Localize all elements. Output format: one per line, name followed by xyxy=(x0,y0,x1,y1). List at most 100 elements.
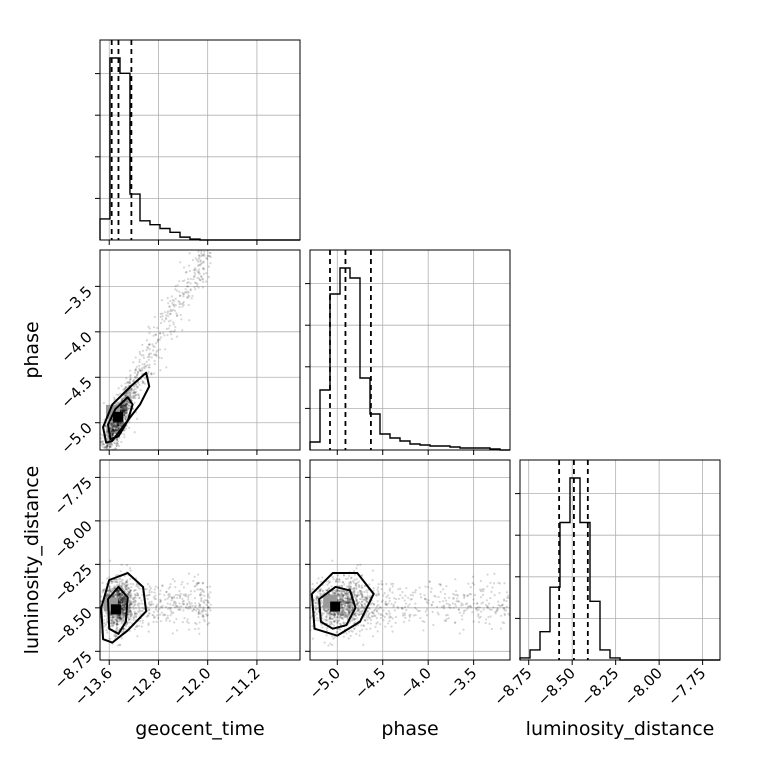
sample-point xyxy=(124,415,127,418)
sample-point xyxy=(353,618,356,621)
sample-point xyxy=(158,356,161,359)
sample-point xyxy=(366,609,369,612)
sample-point xyxy=(117,592,120,595)
sample-point xyxy=(320,600,323,603)
sample-point xyxy=(129,393,132,397)
sample-point xyxy=(139,613,142,616)
sample-point xyxy=(357,601,360,604)
sample-point xyxy=(109,590,112,594)
sample-point xyxy=(112,615,115,619)
sample-point xyxy=(153,591,156,594)
sample-point xyxy=(375,594,378,597)
sample-point xyxy=(128,594,132,598)
sample-point xyxy=(127,592,130,595)
sample-point xyxy=(115,438,119,441)
sample-point xyxy=(332,620,335,623)
sample-point xyxy=(448,604,452,607)
sample-point xyxy=(415,608,418,611)
sample-point xyxy=(112,594,115,597)
sample-point xyxy=(325,634,328,637)
sample-point xyxy=(422,629,425,632)
sample-point xyxy=(201,582,204,585)
sample-point xyxy=(109,422,112,425)
sample-point xyxy=(119,618,122,621)
sample-point xyxy=(349,603,352,606)
sample-point xyxy=(122,404,125,408)
sample-point xyxy=(353,617,356,620)
sample-point xyxy=(336,580,339,583)
sample-point xyxy=(418,609,421,612)
y-tick-label: −8.25 xyxy=(51,560,96,605)
sample-point xyxy=(112,441,116,444)
sample-point xyxy=(129,600,132,603)
sample-point xyxy=(121,406,124,410)
sample-point xyxy=(523,620,525,622)
sample-point xyxy=(128,382,132,385)
sample-point xyxy=(463,594,466,597)
sample-point xyxy=(122,603,125,607)
sample-point xyxy=(341,595,344,598)
sample-point xyxy=(337,595,340,598)
sample-point xyxy=(197,271,200,274)
sample-point xyxy=(199,230,201,232)
sample-point xyxy=(506,596,509,599)
sample-point xyxy=(453,603,457,606)
sample-point xyxy=(207,246,209,248)
sample-point xyxy=(364,596,367,599)
sample-point xyxy=(123,596,126,599)
sample-point xyxy=(375,605,378,608)
sample-point xyxy=(110,616,114,619)
sample-point xyxy=(110,430,113,433)
sample-point xyxy=(113,622,116,625)
sample-point xyxy=(358,589,361,592)
sample-point xyxy=(120,585,123,588)
sample-point xyxy=(122,628,125,631)
sample-point xyxy=(119,410,122,413)
sample-point xyxy=(121,584,124,587)
sample-point xyxy=(332,624,336,627)
sample-point xyxy=(121,408,124,411)
sample-point xyxy=(166,310,170,313)
sample-point xyxy=(117,425,120,428)
sample-point xyxy=(116,592,119,595)
sample-point xyxy=(438,583,441,586)
sample-point xyxy=(403,605,407,608)
sample-point xyxy=(121,607,124,610)
sample-point xyxy=(115,444,118,447)
sample-point xyxy=(204,609,208,613)
sample-point xyxy=(207,621,211,625)
sample-point xyxy=(141,380,144,383)
sample-point xyxy=(355,594,358,598)
sample-point xyxy=(115,619,119,622)
sample-point xyxy=(125,403,128,406)
sample-point xyxy=(380,588,383,591)
sample-point xyxy=(129,593,132,596)
sample-point xyxy=(321,601,324,605)
sample-point xyxy=(119,601,122,604)
sample-point xyxy=(419,616,422,620)
sample-point xyxy=(122,619,126,622)
sample-point xyxy=(132,391,135,394)
sample-point xyxy=(194,627,197,631)
sample-point xyxy=(372,587,375,590)
sample-point xyxy=(115,393,118,396)
sample-point xyxy=(195,583,199,586)
sample-point xyxy=(340,589,343,592)
sample-point xyxy=(123,595,126,598)
sample-point xyxy=(170,610,173,613)
sample-point xyxy=(114,585,117,588)
sample-point xyxy=(502,607,506,610)
sample-point xyxy=(346,614,350,617)
sample-point xyxy=(181,597,184,600)
sample-point xyxy=(437,595,440,599)
sample-point xyxy=(133,614,136,617)
sample-point xyxy=(133,628,136,631)
sample-point xyxy=(354,594,357,597)
sample-point xyxy=(197,573,200,576)
sample-point xyxy=(339,600,343,604)
sample-point xyxy=(131,598,134,601)
sample-point xyxy=(339,599,342,602)
sample-point xyxy=(330,585,333,588)
sample-point xyxy=(102,443,105,446)
sample-point xyxy=(331,617,335,620)
